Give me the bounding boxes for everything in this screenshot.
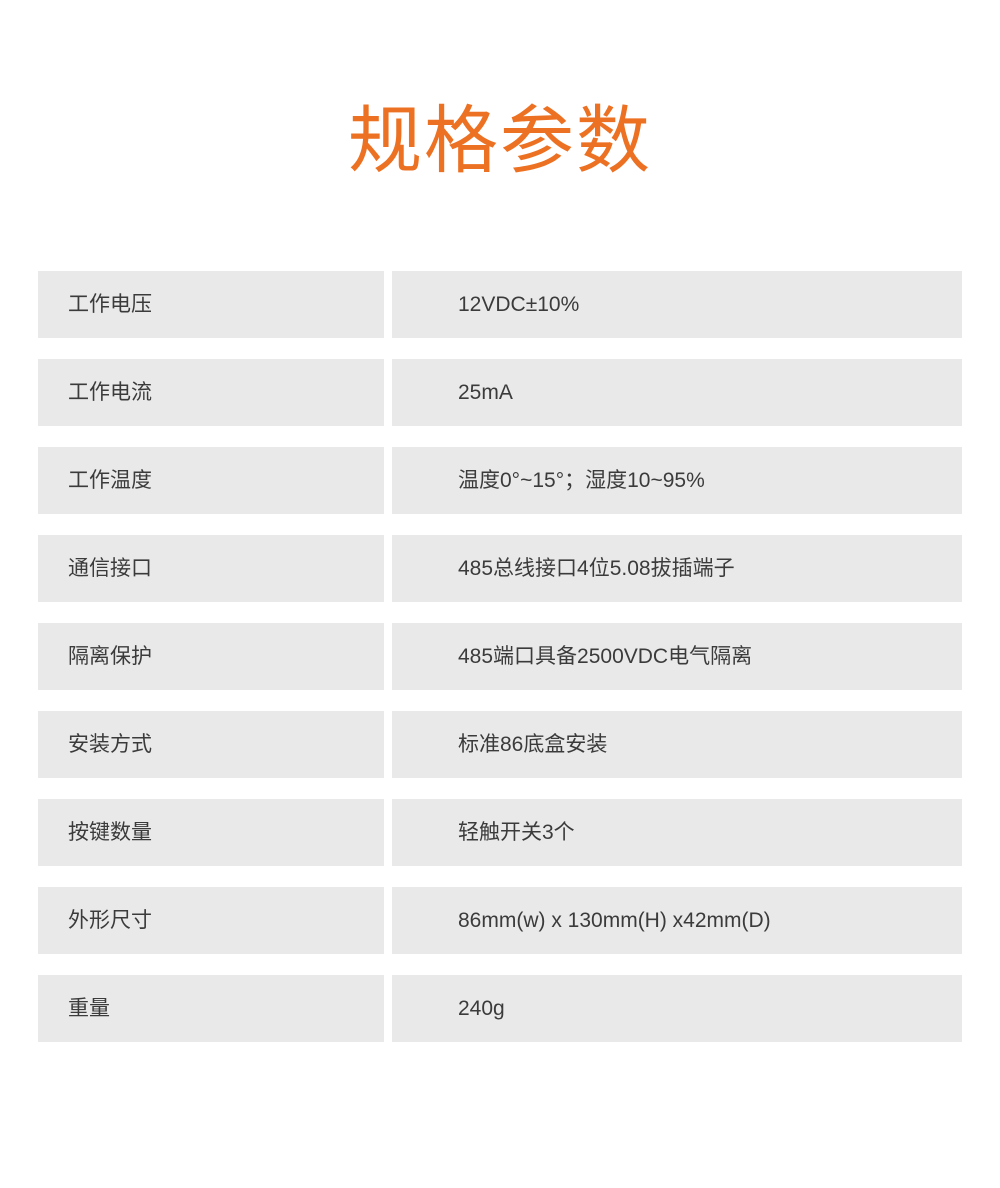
page-title: 规格参数 bbox=[348, 99, 652, 182]
column-divider bbox=[384, 623, 392, 690]
column-divider bbox=[384, 535, 392, 602]
column-divider bbox=[384, 359, 392, 426]
spec-label-cell: 按键数量 bbox=[38, 799, 384, 866]
table-row: 重量 240g bbox=[38, 975, 962, 1042]
spec-label-cell: 外形尺寸 bbox=[38, 887, 384, 954]
column-divider bbox=[384, 271, 392, 338]
table-row: 隔离保护 485端口具备2500VDC电气隔离 bbox=[38, 623, 962, 690]
spec-value-cell: 485端口具备2500VDC电气隔离 bbox=[392, 623, 962, 690]
column-divider bbox=[384, 799, 392, 866]
spec-value-cell: 485总线接口4位5.08拔插端子 bbox=[392, 535, 962, 602]
column-divider bbox=[384, 887, 392, 954]
spec-value-cell: 轻触开关3个 bbox=[392, 799, 962, 866]
spec-value-cell: 86mm(w) x 130mm(H) x42mm(D) bbox=[392, 887, 962, 954]
table-row: 工作温度 温度0°~15°；湿度10~95% bbox=[38, 447, 962, 514]
spec-label-cell: 通信接口 bbox=[38, 535, 384, 602]
table-row: 外形尺寸 86mm(w) x 130mm(H) x42mm(D) bbox=[38, 887, 962, 954]
spec-label-cell: 重量 bbox=[38, 975, 384, 1042]
table-row: 工作电流 25mA bbox=[38, 359, 962, 426]
table-row: 安装方式 标准86底盒安装 bbox=[38, 711, 962, 778]
table-row: 按键数量 轻触开关3个 bbox=[38, 799, 962, 866]
table-row: 通信接口 485总线接口4位5.08拔插端子 bbox=[38, 535, 962, 602]
spec-label-cell: 工作温度 bbox=[38, 447, 384, 514]
spec-label-cell: 工作电压 bbox=[38, 271, 384, 338]
table-row: 工作电压 12VDC±10% bbox=[38, 271, 962, 338]
column-divider bbox=[384, 975, 392, 1042]
spec-value-cell: 25mA bbox=[392, 359, 962, 426]
column-divider bbox=[384, 447, 392, 514]
column-divider bbox=[384, 711, 392, 778]
spec-value-cell: 温度0°~15°；湿度10~95% bbox=[392, 447, 962, 514]
spec-value-cell: 标准86底盒安装 bbox=[392, 711, 962, 778]
spec-value-cell: 240g bbox=[392, 975, 962, 1042]
spec-value-cell: 12VDC±10% bbox=[392, 271, 962, 338]
spec-label-cell: 安装方式 bbox=[38, 711, 384, 778]
specification-table: 工作电压 12VDC±10% 工作电流 25mA 工作温度 温度0°~15°；湿… bbox=[38, 271, 962, 1042]
spec-label-cell: 隔离保护 bbox=[38, 623, 384, 690]
spec-label-cell: 工作电流 bbox=[38, 359, 384, 426]
